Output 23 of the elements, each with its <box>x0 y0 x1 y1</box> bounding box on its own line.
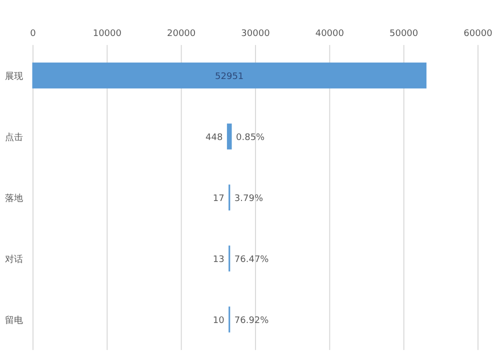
annotation: 76.92% <box>234 316 270 326</box>
y-tick-label: 落地 <box>5 193 23 204</box>
x-tick-label: 60000 <box>464 29 493 39</box>
x-tick-label: 0 <box>30 29 36 39</box>
x-tick-label: 50000 <box>390 29 418 39</box>
annotation: 76.47% <box>234 255 270 265</box>
annotation: 3.79% <box>234 194 264 204</box>
y-tick-label: 对话 <box>5 254 23 265</box>
data-label: 17 <box>212 194 224 204</box>
y-tick-label: 展现 <box>5 71 23 82</box>
data-label: 52951 <box>215 72 244 82</box>
y-tick-label: 留电 <box>5 315 23 326</box>
bar <box>32 62 426 88</box>
x-tick-label: 10000 <box>92 29 122 39</box>
bar <box>226 124 232 150</box>
x-tick-label: 40000 <box>315 29 344 39</box>
data-label: 448 <box>206 133 223 143</box>
data-label: 13 <box>212 255 224 265</box>
x-tick-label: 20000 <box>167 29 196 39</box>
x-tick-label: 30000 <box>241 29 270 39</box>
y-tick-label: 点击 <box>5 132 23 143</box>
data-label: 10 <box>212 316 225 326</box>
annotation: 0.85% <box>236 133 266 143</box>
